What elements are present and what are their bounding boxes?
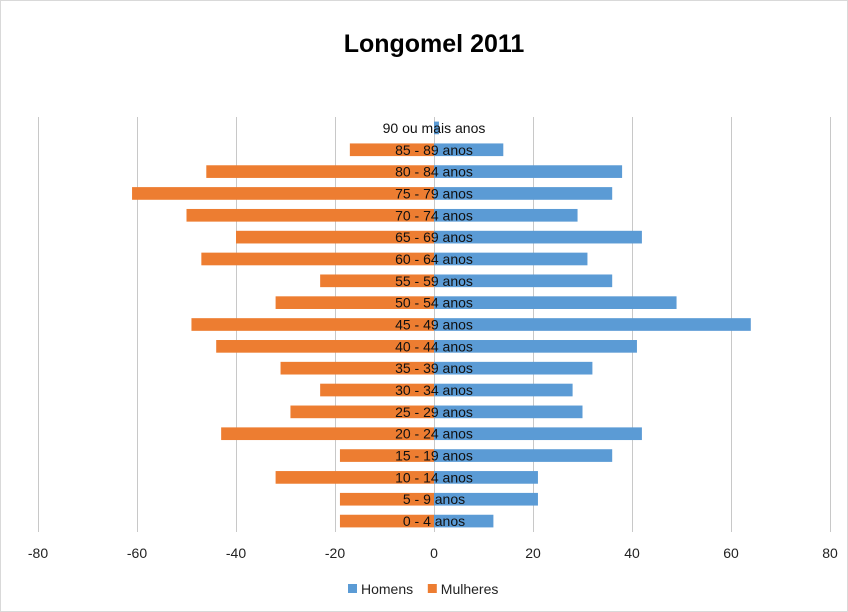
bar-mulheres (349, 143, 434, 157)
bar-homens (434, 143, 504, 157)
bar-mulheres (206, 165, 434, 178)
bar-mulheres (216, 340, 434, 353)
category-label: 65 - 69 anos (395, 229, 473, 245)
legend-label: Homens (361, 581, 413, 597)
bar-homens (434, 340, 637, 353)
category-label: 15 - 19 anos (395, 448, 473, 464)
bar-mulheres (290, 405, 434, 419)
bar-mulheres (275, 471, 434, 484)
category-label: 25 - 29 anos (395, 404, 473, 420)
bar-homens (434, 383, 573, 397)
bar-mulheres (186, 208, 434, 222)
x-tick-label: -80 (28, 545, 48, 561)
x-tick-label: -40 (226, 545, 246, 561)
category-label: 50 - 54 anos (395, 295, 473, 311)
category-label: 20 - 24 anos (395, 426, 473, 442)
bar-mulheres (132, 187, 435, 200)
bar-homens (434, 187, 613, 200)
category-label: 40 - 44 anos (395, 338, 473, 354)
category-label: 70 - 74 anos (395, 207, 473, 223)
x-tick-label: 40 (624, 545, 640, 561)
bar-mulheres (280, 361, 434, 375)
bar-mulheres (221, 427, 434, 441)
category-label: 75 - 79 anos (395, 185, 473, 201)
category-label: 35 - 39 anos (395, 360, 473, 376)
bar-homens (434, 208, 578, 222)
x-axis-tick-labels: -80 -60 -40 -20 0 20 40 60 80 (28, 545, 838, 561)
bar-mulheres (191, 318, 434, 331)
bar-homens (434, 449, 613, 462)
bar-homens (434, 492, 538, 506)
x-tick-label: -20 (325, 545, 345, 561)
x-tick-label: 60 (723, 545, 739, 561)
legend-label: Mulheres (441, 581, 499, 597)
bar-mulheres (201, 252, 434, 266)
legend-swatch (427, 584, 437, 593)
bar-homens (434, 274, 613, 288)
x-tick-label: 0 (430, 545, 438, 561)
chart-title: Longomel 2011 (344, 30, 525, 58)
legend: Homens Mulheres (348, 581, 498, 597)
category-label: 0 - 4 anos (403, 513, 465, 529)
x-tick-label: 20 (525, 545, 541, 561)
category-label: 85 - 89 anos (395, 142, 473, 158)
bar-homens (434, 427, 642, 441)
bar-mulheres (275, 296, 434, 309)
category-label: 5 - 9 anos (403, 491, 465, 507)
category-label: 10 - 14 anos (395, 469, 473, 485)
category-label: 80 - 84 anos (395, 164, 473, 180)
category-label: 90 ou mais anos (383, 120, 486, 136)
category-label: 55 - 59 anos (395, 273, 473, 289)
bar-homens (434, 121, 439, 135)
category-label: 45 - 49 anos (395, 317, 473, 333)
bar-mulheres (320, 274, 434, 288)
bars (132, 121, 751, 528)
bar-mulheres (339, 492, 434, 506)
bar-homens (434, 405, 583, 419)
bar-homens (434, 230, 642, 244)
bar-mulheres (236, 230, 434, 244)
bar-homens (434, 296, 677, 309)
bar-homens (434, 514, 494, 528)
category-labels: 0 - 4 anos 5 - 9 anos 10 - 14 anos 15 - 19 … (383, 120, 486, 529)
bar-mulheres (339, 514, 434, 528)
bar-mulheres (320, 383, 434, 397)
bar-homens (434, 252, 588, 266)
x-tick-label: 80 (822, 545, 838, 561)
bar-homens (434, 165, 623, 178)
bar-homens (434, 318, 751, 331)
category-label: 60 - 64 anos (395, 251, 473, 267)
bar-homens (434, 361, 593, 375)
bar-mulheres (339, 449, 434, 462)
x-tick-label: -60 (127, 545, 147, 561)
category-label: 30 - 34 anos (395, 382, 473, 398)
bar-homens (434, 471, 538, 484)
legend-swatch (348, 584, 357, 593)
